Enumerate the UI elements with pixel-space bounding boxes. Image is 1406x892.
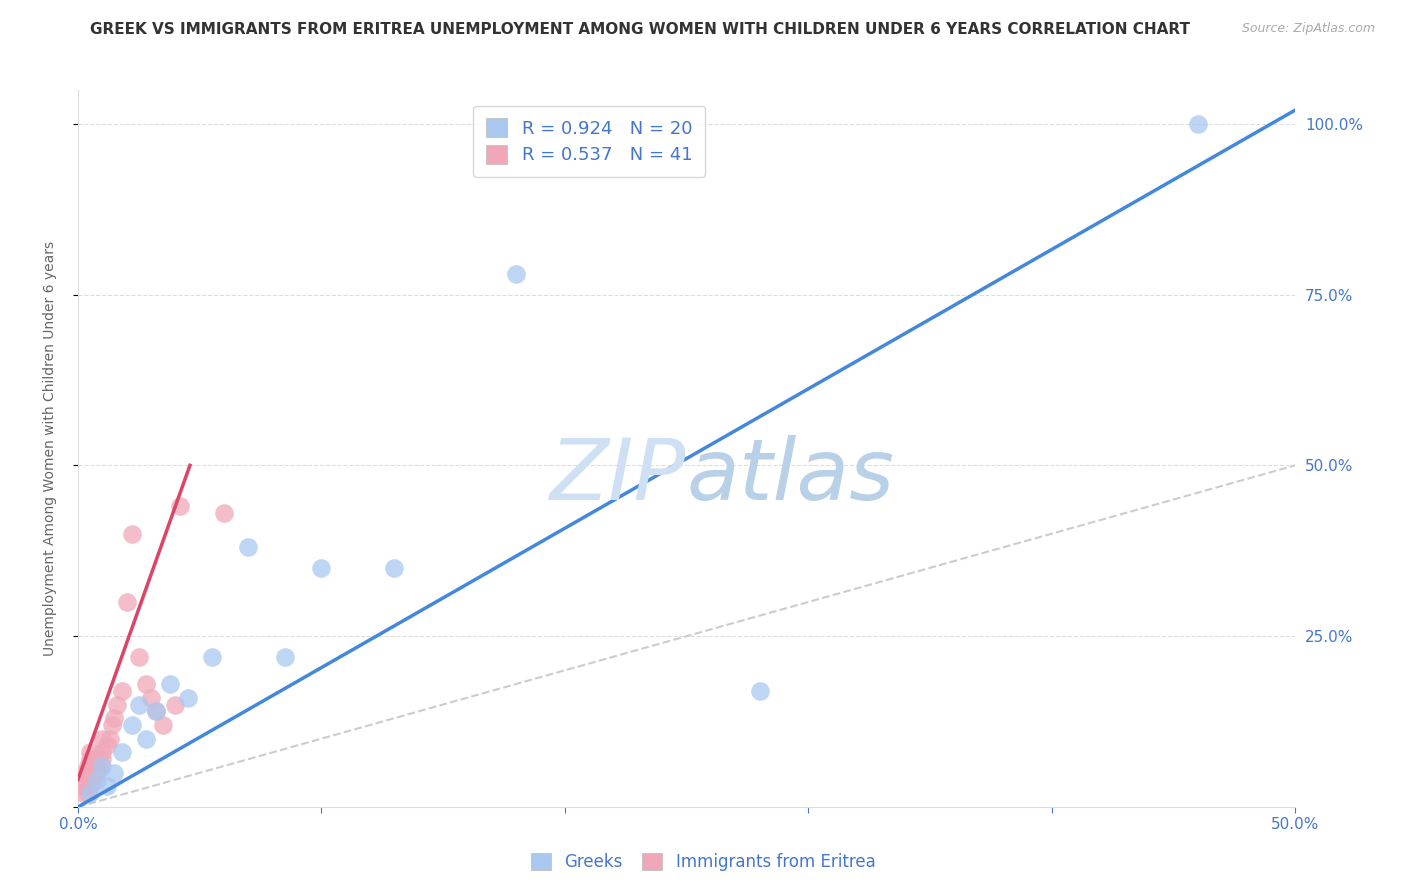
Point xyxy=(79,765,101,780)
Point xyxy=(76,759,98,773)
Point xyxy=(176,690,198,705)
Point xyxy=(169,500,191,514)
Point xyxy=(384,561,406,575)
Point xyxy=(238,541,260,555)
Point xyxy=(135,677,157,691)
Point xyxy=(115,595,138,609)
Point xyxy=(1187,117,1209,131)
Text: atlas: atlas xyxy=(686,435,894,518)
Point xyxy=(82,772,104,787)
Point xyxy=(91,731,114,746)
Point xyxy=(84,752,107,766)
Point xyxy=(105,698,128,712)
Point xyxy=(91,752,114,766)
Point xyxy=(505,267,527,281)
Point xyxy=(75,780,97,794)
Point xyxy=(101,718,124,732)
Point xyxy=(82,765,104,780)
Point xyxy=(152,718,174,732)
Point xyxy=(96,780,118,794)
Point xyxy=(91,759,114,773)
Point xyxy=(86,752,108,766)
Point xyxy=(79,759,101,773)
Point xyxy=(103,765,125,780)
Point xyxy=(79,786,101,800)
Point xyxy=(98,731,121,746)
Point xyxy=(121,718,143,732)
Point xyxy=(84,759,107,773)
Y-axis label: Unemployment Among Women with Children Under 6 years: Unemployment Among Women with Children U… xyxy=(44,241,58,656)
Point xyxy=(111,745,134,759)
Point xyxy=(145,704,167,718)
Point xyxy=(274,649,297,664)
Point xyxy=(82,759,104,773)
Point xyxy=(103,711,125,725)
Point xyxy=(111,683,134,698)
Point xyxy=(135,731,157,746)
Point xyxy=(72,786,94,800)
Point xyxy=(86,759,108,773)
Text: GREEK VS IMMIGRANTS FROM ERITREA UNEMPLOYMENT AMONG WOMEN WITH CHILDREN UNDER 6 : GREEK VS IMMIGRANTS FROM ERITREA UNEMPLO… xyxy=(90,22,1189,37)
Point xyxy=(86,772,108,787)
Point xyxy=(79,752,101,766)
Point xyxy=(748,683,770,698)
Point xyxy=(89,759,111,773)
Point xyxy=(159,677,181,691)
Point xyxy=(128,698,150,712)
Point xyxy=(201,649,224,664)
Point xyxy=(128,649,150,664)
Text: ZIP: ZIP xyxy=(550,435,686,518)
Point xyxy=(79,780,101,794)
Point xyxy=(139,690,162,705)
Legend: R = 0.924   N = 20, R = 0.537   N = 41: R = 0.924 N = 20, R = 0.537 N = 41 xyxy=(474,106,706,177)
Point xyxy=(72,772,94,787)
Point xyxy=(121,526,143,541)
Legend: Greeks, Immigrants from Eritrea: Greeks, Immigrants from Eritrea xyxy=(522,845,884,880)
Point xyxy=(145,704,167,718)
Point xyxy=(86,765,108,780)
Point xyxy=(96,739,118,753)
Point xyxy=(76,786,98,800)
Point xyxy=(165,698,187,712)
Point xyxy=(84,765,107,780)
Point xyxy=(212,506,235,520)
Point xyxy=(79,745,101,759)
Text: Source: ZipAtlas.com: Source: ZipAtlas.com xyxy=(1241,22,1375,36)
Point xyxy=(311,561,333,575)
Point xyxy=(79,772,101,787)
Point xyxy=(91,745,114,759)
Point xyxy=(75,765,97,780)
